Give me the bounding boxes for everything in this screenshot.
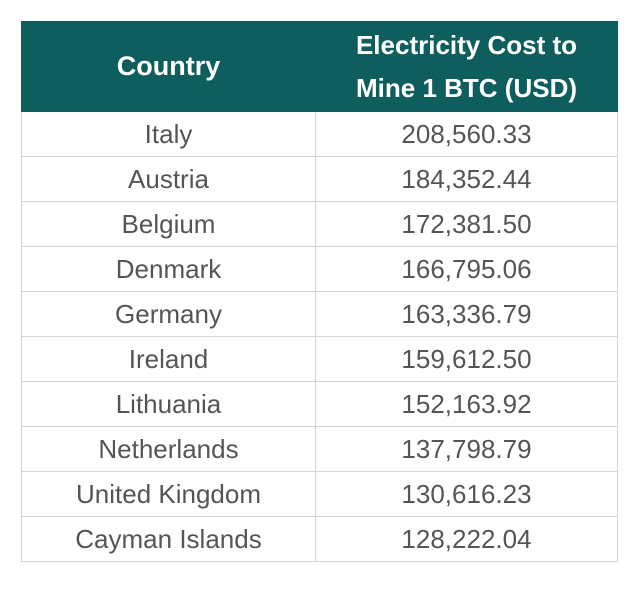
table-row: Italy 208,560.33 [21, 111, 618, 157]
header-electricity-cost: Electricity Cost to Mine 1 BTC (USD) [315, 21, 618, 112]
cost-cell: 163,336.79 [315, 291, 618, 337]
table-row: Ireland 159,612.50 [21, 336, 618, 382]
cost-cell: 130,616.23 [315, 471, 618, 517]
table-row: Netherlands 137,798.79 [21, 426, 618, 472]
table-row: Austria 184,352.44 [21, 156, 618, 202]
country-cell: Netherlands [21, 426, 316, 472]
cost-cell: 172,381.50 [315, 201, 618, 247]
table-row: Germany 163,336.79 [21, 291, 618, 337]
country-cell: Cayman Islands [21, 516, 316, 562]
cost-cell: 128,222.04 [315, 516, 618, 562]
table-row: Belgium 172,381.50 [21, 201, 618, 247]
country-cell: Germany [21, 291, 316, 337]
table-row: Lithuania 152,163.92 [21, 381, 618, 427]
header-country: Country [21, 21, 316, 112]
table-row: Cayman Islands 128,222.04 [21, 516, 618, 562]
cost-cell: 152,163.92 [315, 381, 618, 427]
country-cell: Austria [21, 156, 316, 202]
country-cell: United Kingdom [21, 471, 316, 517]
country-cell: Belgium [21, 201, 316, 247]
country-cell: Italy [21, 111, 316, 157]
cost-cell: 137,798.79 [315, 426, 618, 472]
country-cell: Ireland [21, 336, 316, 382]
cost-table-container: Country Electricity Cost to Mine 1 BTC (… [21, 21, 618, 562]
cost-cell: 159,612.50 [315, 336, 618, 382]
cost-cell: 166,795.06 [315, 246, 618, 292]
table-row: United Kingdom 130,616.23 [21, 471, 618, 517]
country-cell: Lithuania [21, 381, 316, 427]
table-row: Denmark 166,795.06 [21, 246, 618, 292]
electricity-cost-table: Country Electricity Cost to Mine 1 BTC (… [21, 21, 618, 562]
cost-cell: 184,352.44 [315, 156, 618, 202]
country-cell: Denmark [21, 246, 316, 292]
cost-cell: 208,560.33 [315, 111, 618, 157]
header-row: Country Electricity Cost to Mine 1 BTC (… [21, 21, 618, 112]
